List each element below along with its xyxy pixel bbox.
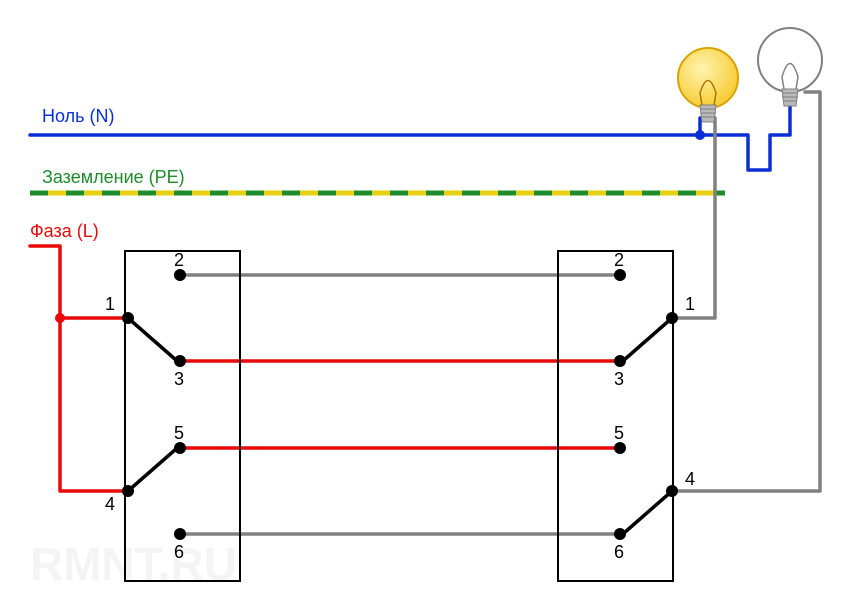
watermark-text: RMNT.RU xyxy=(30,538,237,590)
terminal-label: 1 xyxy=(685,294,695,314)
terminal-label: 4 xyxy=(685,469,695,489)
terminals-right: 1 2 3 4 5 6 xyxy=(614,250,695,562)
switch-arm-right-upper xyxy=(624,318,672,360)
neutral-wire-main xyxy=(30,100,790,170)
terminal-label: 2 xyxy=(614,250,624,270)
neutral-junction xyxy=(695,130,705,140)
switch-arm-left-upper xyxy=(128,318,176,360)
switch-arm-left-lower xyxy=(128,449,176,491)
bulb-off-icon xyxy=(758,28,822,106)
terminal-label: 5 xyxy=(614,423,624,443)
terminal-label: 1 xyxy=(105,294,115,314)
switch-arm-right-lower xyxy=(624,491,672,533)
bulb-on-icon xyxy=(678,48,738,122)
phase-wire-to-4 xyxy=(30,246,128,491)
phase-label: Фаза (L) xyxy=(30,221,99,241)
load-wire-bulb-on xyxy=(672,118,715,318)
ground-label: Заземление (PE) xyxy=(42,167,185,187)
terminal-label: 3 xyxy=(174,369,184,389)
load-wire-bulb-off xyxy=(672,92,820,491)
terminal-label: 6 xyxy=(614,542,624,562)
terminals-left: 1 2 3 4 5 6 xyxy=(105,250,186,562)
neutral-label: Ноль (N) xyxy=(42,106,114,126)
terminal-label: 2 xyxy=(174,250,184,270)
terminal-label: 3 xyxy=(614,369,624,389)
terminal-label: 4 xyxy=(105,494,115,514)
terminal-label: 6 xyxy=(174,542,184,562)
terminal-label: 5 xyxy=(174,423,184,443)
phase-junction xyxy=(55,313,65,323)
